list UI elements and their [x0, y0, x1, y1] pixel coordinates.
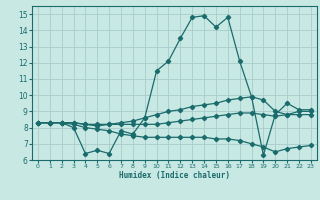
X-axis label: Humidex (Indice chaleur): Humidex (Indice chaleur): [119, 171, 230, 180]
